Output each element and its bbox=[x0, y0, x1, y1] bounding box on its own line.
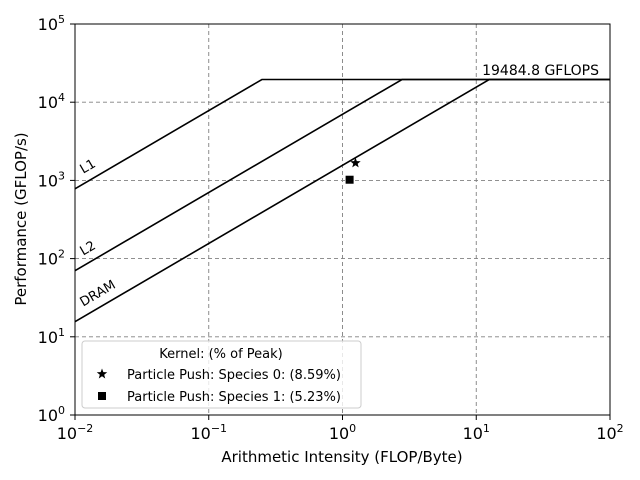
legend: Kernel: (% of Peak) Particle Push: Speci… bbox=[81, 340, 362, 409]
roofline-label-l2: L2 bbox=[78, 238, 99, 259]
peak-label: 19484.8 GFLOPS bbox=[482, 63, 599, 79]
legend-label-0: Particle Push: Species 0: (8.59%) bbox=[127, 368, 341, 383]
data-point-1 bbox=[345, 175, 354, 184]
legend-items: Particle Push: Species 0: (8.59%) Particl… bbox=[96, 368, 341, 405]
roofline-dram bbox=[74, 78, 610, 323]
roofline-lines bbox=[74, 78, 610, 323]
y-axis-label: Performance (GFLOP/s) bbox=[12, 132, 30, 305]
roofline-label-l1: L1 bbox=[78, 157, 99, 178]
y-tick-label: 100 bbox=[38, 404, 65, 425]
data-point-0 bbox=[350, 157, 361, 168]
x-axis-label: Arithmetic Intensity (FLOP/Byte) bbox=[221, 448, 462, 466]
y-tick-label: 105 bbox=[38, 13, 65, 34]
axis-ticks: 10−2 10−1 100 101 102 100 101 102 103 104 105 bbox=[38, 13, 624, 443]
roofline-annotations: L1 L2 DRAM bbox=[78, 157, 119, 311]
legend-title: Kernel: (% of Peak) bbox=[159, 347, 283, 362]
legend-marker-0 bbox=[96, 368, 108, 379]
x-tick-label: 100 bbox=[329, 422, 356, 443]
data-points bbox=[345, 157, 361, 184]
roofline-label-dram: DRAM bbox=[78, 278, 119, 310]
y-tick-label: 104 bbox=[38, 91, 65, 112]
x-tick-label: 10−2 bbox=[57, 422, 94, 443]
y-tick-label: 102 bbox=[38, 248, 65, 269]
x-tick-label: 10−1 bbox=[190, 422, 227, 443]
y-tick-label: 101 bbox=[38, 326, 65, 347]
x-tick-label: 101 bbox=[463, 422, 490, 443]
x-tick-label: 102 bbox=[596, 422, 623, 443]
legend-box bbox=[81, 340, 362, 409]
y-tick-label: 103 bbox=[38, 169, 65, 190]
legend-label-1: Particle Push: Species 1: (5.23%) bbox=[127, 390, 341, 405]
legend-marker-1 bbox=[98, 392, 106, 400]
